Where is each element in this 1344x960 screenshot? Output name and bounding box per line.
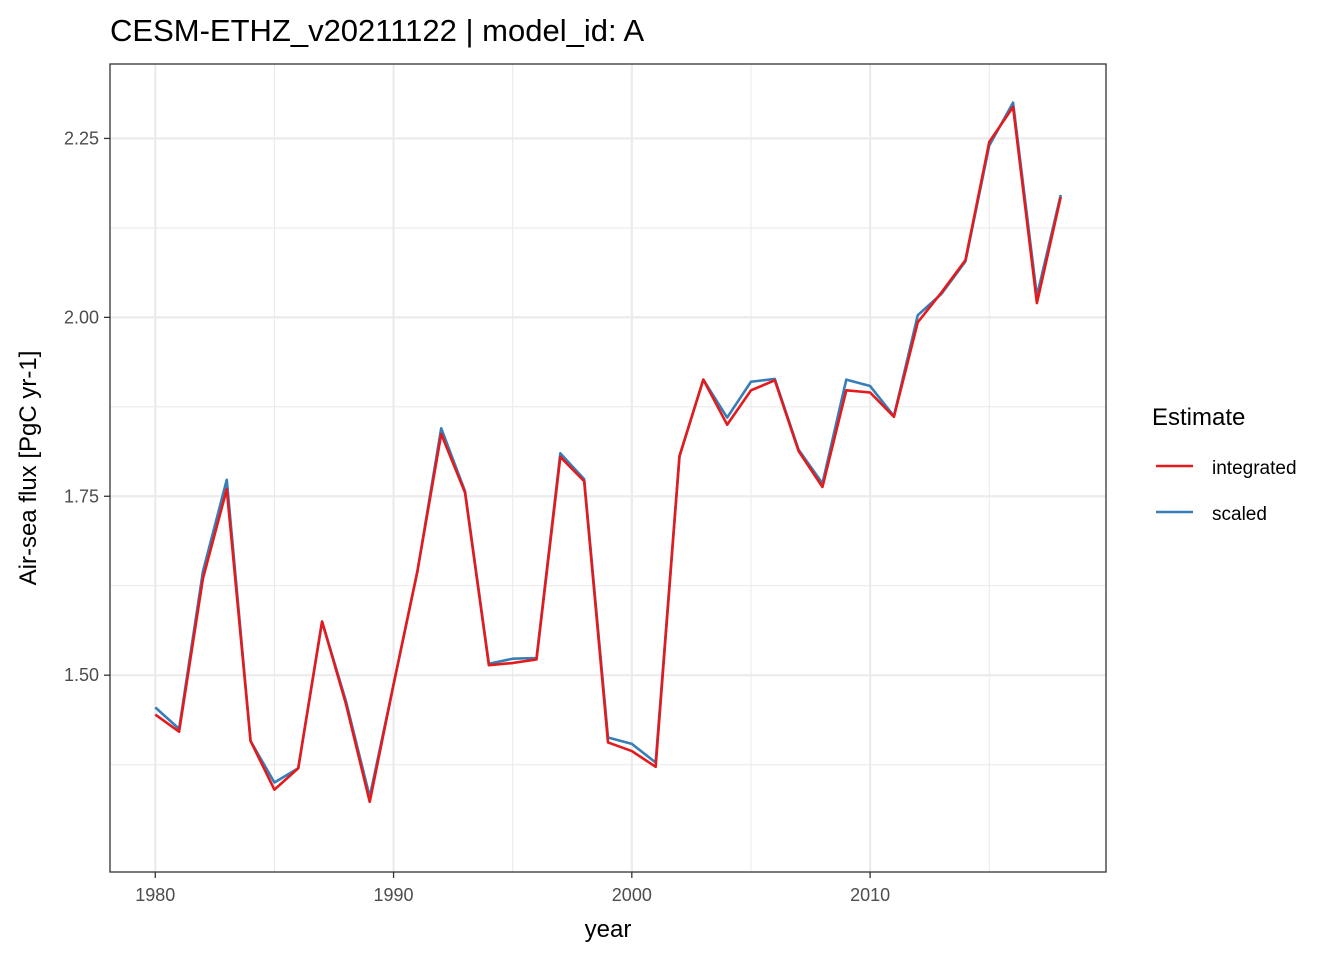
- y-tick-label: 2.25: [64, 128, 99, 148]
- grid-minor: [110, 64, 1106, 872]
- y-tick-label: 1.50: [64, 665, 99, 685]
- plot-panel: [110, 64, 1106, 872]
- series-line-integrated: [154, 105, 1062, 804]
- x-tick-label: 1980: [135, 885, 175, 905]
- grid-major: [110, 64, 1106, 872]
- legend-label-integrated: integrated: [1212, 458, 1297, 479]
- y-axis-title: Air-sea flux [PgC yr-1]: [15, 351, 42, 586]
- y-tick-label: 1.75: [64, 486, 99, 506]
- legend-item-integrated: integrated: [1156, 458, 1297, 479]
- plot-border: [109, 63, 1107, 873]
- y-axis: 1.50 1.75 2.00 2.25: [64, 128, 110, 685]
- x-axis-title: year: [585, 916, 632, 943]
- x-tick-label: 2000: [612, 885, 652, 905]
- legend-title: Estimate: [1152, 404, 1245, 431]
- series-layer: [154, 101, 1062, 804]
- legend: Estimate integrated scaled: [1152, 404, 1297, 525]
- legend-item-scaled: scaled: [1156, 504, 1267, 525]
- y-tick-label: 2.00: [64, 307, 99, 327]
- x-axis: 1980 1990 2000 2010: [135, 872, 890, 905]
- chart-title: CESM-ETHZ_v20211122 | model_id: A: [110, 13, 644, 48]
- x-tick-label: 2010: [850, 885, 890, 905]
- legend-label-scaled: scaled: [1212, 504, 1267, 525]
- x-tick-label: 1990: [374, 885, 414, 905]
